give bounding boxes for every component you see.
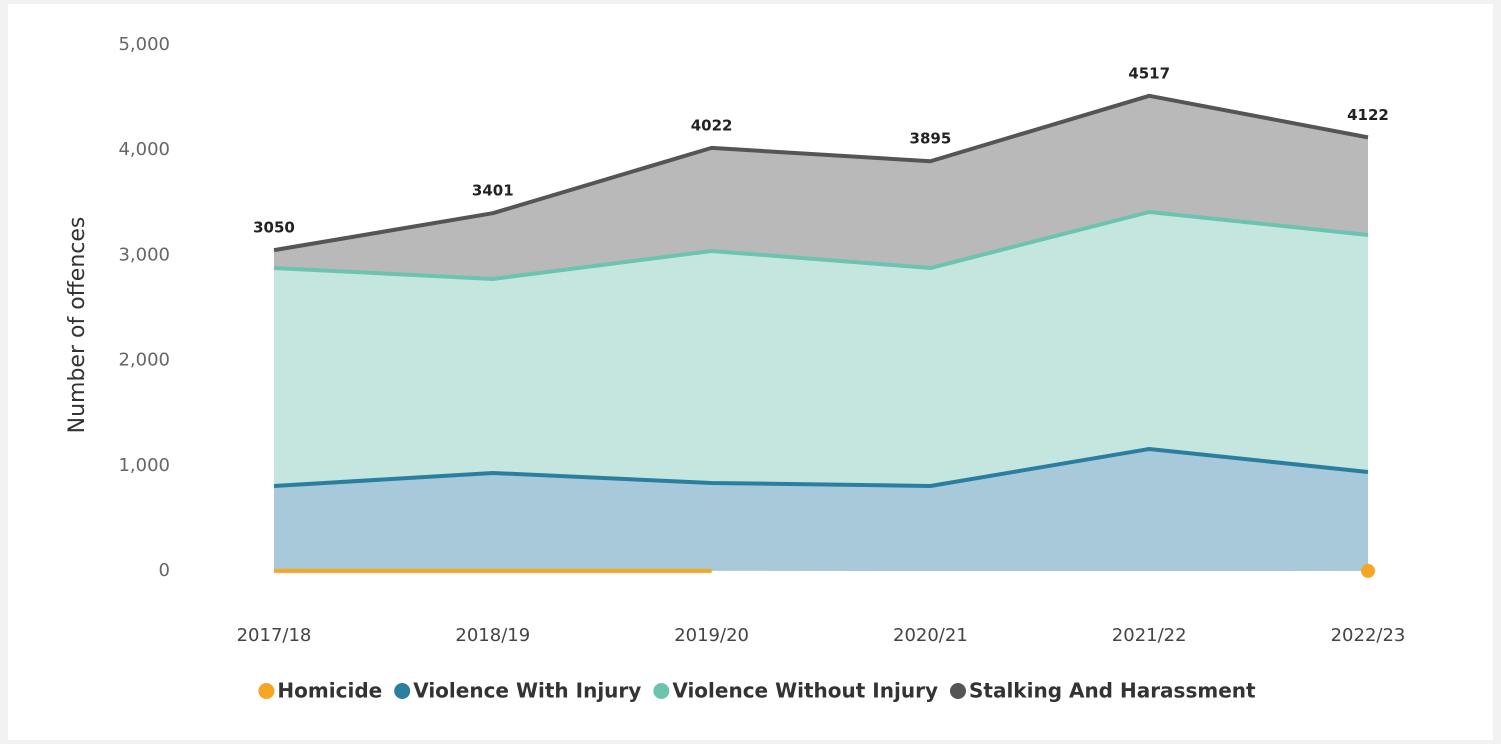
legend-swatch <box>653 683 670 699</box>
x-tick-label: 2022/23 <box>1331 625 1406 646</box>
legend-label: Violence With Injury <box>413 679 641 703</box>
x-tick-label: 2019/20 <box>674 625 749 646</box>
area-fill <box>274 211 1368 486</box>
series-line <box>273 93 1369 253</box>
total-label: 3050 <box>253 219 295 237</box>
legend: Homicide Violence With Injury Violence Wit… <box>258 679 1256 703</box>
y-tick-label: 5,000 <box>118 34 170 55</box>
series-line <box>273 446 1369 488</box>
total-label: 3895 <box>910 130 952 148</box>
point <box>1361 563 1375 578</box>
series-line <box>273 209 1369 281</box>
area-fill <box>274 95 1368 279</box>
legend-label: Violence Without Injury <box>672 679 938 703</box>
x-tick-label: 2018/19 <box>455 625 530 646</box>
total-label: 4022 <box>691 116 733 134</box>
x-tick-label: 2020/21 <box>893 625 968 646</box>
y-axis-title: Number of offences <box>65 217 90 434</box>
y-tick-label: 3,000 <box>118 244 170 265</box>
total-label: 4122 <box>1347 106 1389 124</box>
x-tick-label: 2017/18 <box>237 625 312 646</box>
y-tick-label: 2,000 <box>118 350 170 371</box>
legend-swatch <box>394 683 411 699</box>
y-tick-label: 4,000 <box>118 139 170 160</box>
legend-label: Homicide <box>277 679 382 703</box>
legend-swatch <box>258 683 275 699</box>
total-label: 4517 <box>1128 64 1170 82</box>
legend-swatch <box>949 683 966 699</box>
y-tick-label: 1,000 <box>118 455 170 476</box>
legend-label: Stalking And Harassment <box>969 679 1256 703</box>
y-tick-label: 0 <box>159 560 170 581</box>
total-label: 3401 <box>472 182 514 200</box>
x-tick-label: 2021/22 <box>1112 625 1187 646</box>
area-fill <box>274 448 1368 571</box>
